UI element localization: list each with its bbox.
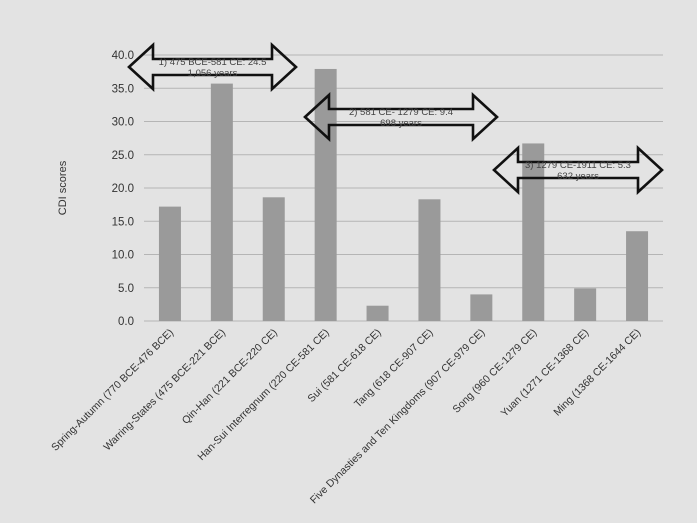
annotation-sublabel: 632 years: [557, 171, 599, 182]
bar: [470, 294, 493, 321]
y-tick-label: 20.0: [112, 183, 134, 195]
annotation-sublabel: 698 years: [380, 118, 422, 129]
y-tick-label: 30.0: [112, 117, 134, 129]
bar: [574, 288, 597, 321]
double-arrow-annotation: [492, 145, 664, 195]
bar: [262, 197, 285, 321]
annotation-label: 2) 581 CE- 1279 CE: 9.4: [349, 107, 453, 118]
y-tick-label: 40.0: [112, 50, 134, 62]
y-tick-label: 15.0: [112, 216, 134, 228]
y-tick-label: 0.0: [118, 316, 134, 328]
y-tick-label: 10.0: [112, 250, 134, 262]
y-tick-label: 5.0: [118, 283, 134, 295]
x-tick-label: Song (960 CE-1279 CE): [450, 327, 539, 416]
x-tick-label: Qin-Han (221 BCE-220 CE): [180, 327, 280, 427]
annotation-sublabel: 1,056 years: [188, 68, 238, 79]
annotation-label: 1) 475 BCE-581 CE: 24.5: [159, 57, 267, 68]
y-axis-label: CDI scores: [57, 160, 69, 215]
double-arrow-annotation: [303, 92, 499, 142]
x-tick-label: Five Dynasties and Ten Kingdoms (907 CE-…: [308, 327, 488, 507]
x-tick-label: Ming (1368 CE-1644 CE): [551, 327, 643, 419]
bar: [158, 206, 181, 321]
bar: [522, 143, 545, 321]
bar: [418, 199, 441, 321]
x-tick-label: Yuan (1271 CE-1368 CE): [499, 327, 592, 420]
double-arrow-annotation: [127, 42, 298, 92]
y-tick-label: 25.0: [112, 150, 134, 162]
y-tick-label: 35.0: [112, 83, 134, 95]
annotation-label: 3) 1279 CE-1911 CE: 5.3: [525, 160, 631, 171]
bar: [366, 305, 389, 321]
bar: [210, 83, 233, 321]
bar: [626, 231, 649, 321]
